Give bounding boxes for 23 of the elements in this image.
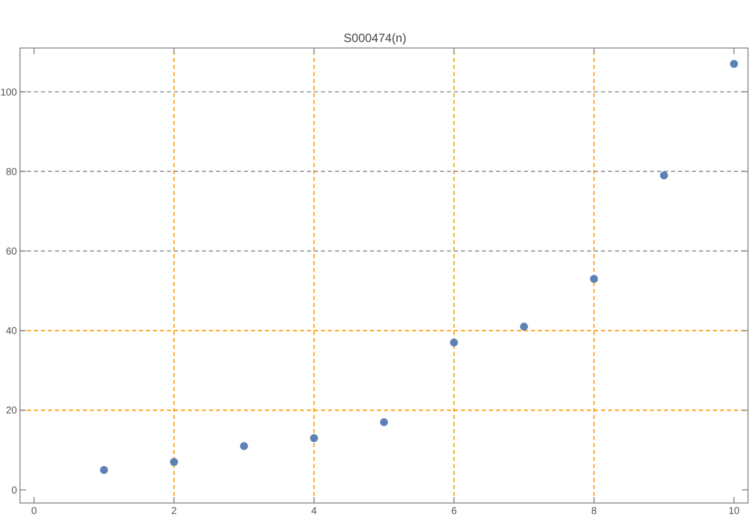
point bbox=[660, 171, 668, 180]
x-tick-label: 8 bbox=[591, 506, 598, 517]
point bbox=[590, 274, 598, 283]
x-tick-label: 2 bbox=[171, 506, 178, 517]
y-tick-label: 20 bbox=[6, 406, 18, 417]
y-tick-label: 40 bbox=[6, 326, 18, 338]
x-tick-label: 0 bbox=[31, 506, 38, 517]
point bbox=[170, 458, 178, 466]
point bbox=[380, 418, 388, 426]
y-tick-label: 0 bbox=[11, 485, 18, 496]
point bbox=[520, 322, 528, 331]
y-tick-label: 80 bbox=[6, 166, 18, 178]
y-tick-label: 60 bbox=[6, 246, 18, 258]
chart-title: S000474(n) bbox=[344, 31, 406, 45]
point bbox=[100, 466, 108, 474]
x-tick-label: 6 bbox=[451, 506, 458, 517]
point bbox=[240, 442, 248, 450]
x-tick-label: 10 bbox=[728, 506, 740, 517]
y-tick-label: 100 bbox=[0, 87, 18, 98]
point bbox=[450, 338, 458, 347]
x-tick-label: 4 bbox=[311, 506, 318, 517]
point bbox=[310, 434, 318, 442]
point bbox=[730, 60, 738, 68]
